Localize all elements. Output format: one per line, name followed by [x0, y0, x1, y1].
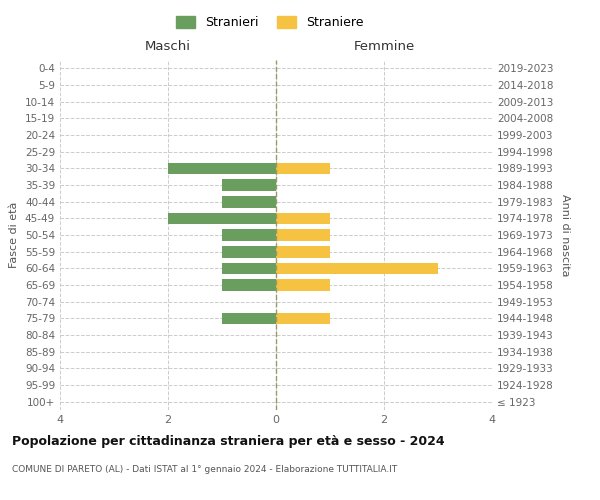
Bar — [276, 212, 330, 224]
Bar — [222, 262, 276, 274]
Text: COMUNE DI PARETO (AL) - Dati ISTAT al 1° gennaio 2024 - Elaborazione TUTTITALIA.: COMUNE DI PARETO (AL) - Dati ISTAT al 1°… — [12, 465, 397, 474]
Text: Femmine: Femmine — [353, 40, 415, 53]
Bar — [168, 212, 276, 224]
Bar — [276, 229, 330, 241]
Y-axis label: Fasce di età: Fasce di età — [10, 202, 19, 268]
Text: Popolazione per cittadinanza straniera per età e sesso - 2024: Popolazione per cittadinanza straniera p… — [12, 435, 445, 448]
Bar — [222, 279, 276, 291]
Bar — [222, 179, 276, 191]
Bar — [222, 196, 276, 207]
Y-axis label: Anni di nascita: Anni di nascita — [560, 194, 570, 276]
Bar — [276, 162, 330, 174]
Bar — [276, 279, 330, 291]
Bar — [276, 246, 330, 258]
Text: Maschi: Maschi — [145, 40, 191, 53]
Bar — [168, 162, 276, 174]
Bar — [222, 229, 276, 241]
Bar — [222, 312, 276, 324]
Bar — [276, 312, 330, 324]
Legend: Stranieri, Straniere: Stranieri, Straniere — [172, 11, 368, 34]
Bar — [276, 262, 438, 274]
Bar — [222, 246, 276, 258]
